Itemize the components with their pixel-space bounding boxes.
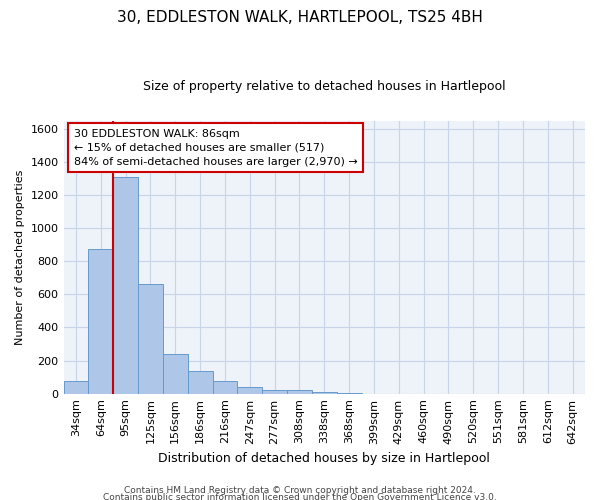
Text: 30 EDDLESTON WALK: 86sqm
← 15% of detached houses are smaller (517)
84% of semi-: 30 EDDLESTON WALK: 86sqm ← 15% of detach… xyxy=(74,128,358,166)
Bar xyxy=(188,370,212,394)
Bar xyxy=(88,249,113,394)
Bar xyxy=(64,382,88,394)
Bar xyxy=(212,382,238,394)
Bar xyxy=(262,390,287,394)
Text: 30, EDDLESTON WALK, HARTLEPOOL, TS25 4BH: 30, EDDLESTON WALK, HARTLEPOOL, TS25 4BH xyxy=(117,10,483,25)
Bar xyxy=(163,354,188,394)
Text: Contains public sector information licensed under the Open Government Licence v3: Contains public sector information licen… xyxy=(103,494,497,500)
Text: Contains HM Land Registry data © Crown copyright and database right 2024.: Contains HM Land Registry data © Crown c… xyxy=(124,486,476,495)
Bar xyxy=(238,387,262,394)
Bar xyxy=(312,392,337,394)
Bar xyxy=(337,393,362,394)
Title: Size of property relative to detached houses in Hartlepool: Size of property relative to detached ho… xyxy=(143,80,506,93)
X-axis label: Distribution of detached houses by size in Hartlepool: Distribution of detached houses by size … xyxy=(158,452,490,465)
Bar xyxy=(287,390,312,394)
Bar xyxy=(138,284,163,394)
Bar xyxy=(113,177,138,394)
Y-axis label: Number of detached properties: Number of detached properties xyxy=(15,170,25,345)
